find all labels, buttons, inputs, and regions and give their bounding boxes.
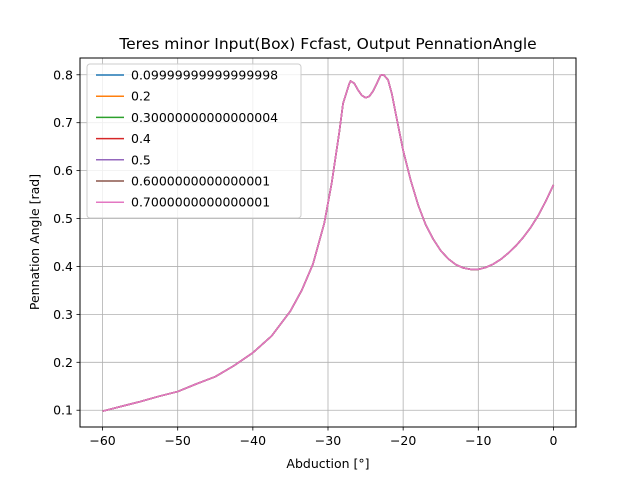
legend-label: 0.7000000000000001 — [131, 195, 270, 210]
x-tick-label: −20 — [390, 433, 416, 448]
chart-title: Teres minor Input(Box) Fcfast, Output Pe… — [118, 35, 536, 53]
legend-box — [86, 63, 302, 219]
y-tick-label: 0.1 — [53, 403, 73, 418]
y-tick-label: 0.2 — [53, 355, 73, 370]
series-line-7 — [102, 74, 555, 412]
x-tick-label: −30 — [315, 433, 341, 448]
legend-label: 0.2 — [131, 89, 151, 104]
legend-label: 0.5 — [131, 152, 151, 167]
series-lines — [102, 74, 555, 412]
legend-label: 0.6000000000000001 — [131, 174, 270, 189]
y-tick-label: 0.5 — [53, 211, 73, 226]
x-axis-label: Abduction [°] — [286, 456, 369, 471]
x-tick-label: −40 — [240, 433, 266, 448]
y-tick-label: 0.4 — [53, 259, 73, 274]
y-tick-label: 0.3 — [53, 307, 73, 322]
x-tick-label: 0 — [549, 433, 557, 448]
x-tick-label: −50 — [165, 433, 191, 448]
legend-label: 0.30000000000000004 — [131, 110, 278, 125]
y-tick-label: 0.8 — [53, 67, 73, 82]
x-axis-ticks: −60 −50 −40 −30 −20 −10 0 — [89, 427, 557, 448]
y-axis-label: Pennation Angle [rad] — [27, 174, 42, 310]
y-axis-ticks: 0.1 0.2 0.3 0.4 0.5 0.6 0.7 0.8 — [53, 67, 80, 418]
x-tick-label: −60 — [89, 433, 115, 448]
legend: 0.09999999999999998 0.2 0.3000000000000000… — [86, 63, 302, 219]
y-tick-label: 0.7 — [53, 115, 73, 130]
legend-label: 0.09999999999999998 — [131, 68, 278, 83]
x-tick-label: −10 — [465, 433, 491, 448]
legend-label: 0.4 — [131, 131, 151, 146]
y-tick-label: 0.6 — [53, 163, 73, 178]
